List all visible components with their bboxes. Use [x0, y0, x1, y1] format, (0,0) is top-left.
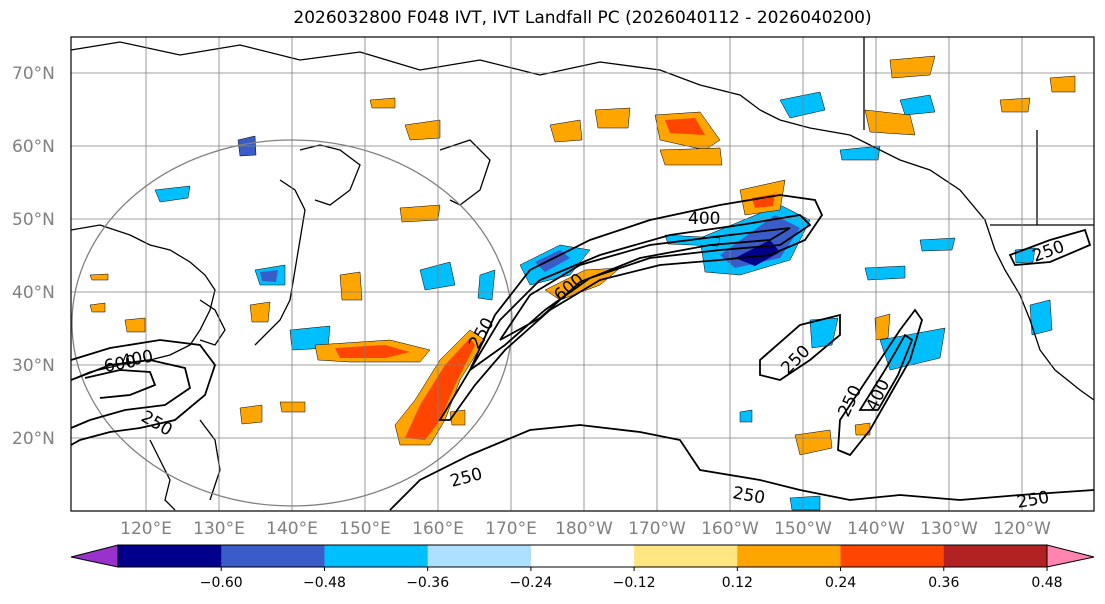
colorbar-tick-label: −0.60	[200, 575, 243, 591]
ivt-contours	[70, 194, 1095, 511]
lat-label: 40°N	[12, 283, 55, 303]
latitude-labels: 70°N 60°N 50°N 40°N 30°N 20°N	[12, 64, 55, 449]
lat-label: 20°N	[12, 429, 55, 449]
colorbar-tick-label: 0.24	[825, 575, 856, 591]
lon-label: 120°W	[993, 519, 1051, 539]
colorbar-extend-left	[70, 544, 119, 568]
lat-label: 50°N	[12, 210, 55, 230]
colorbar-frame	[117, 544, 1048, 568]
lat-label: 70°N	[12, 64, 55, 84]
lon-label: 170°E	[485, 519, 537, 539]
colorbar-tick-label: −0.24	[509, 575, 552, 591]
colorbar-box	[118, 545, 222, 567]
colorbar: −0.60 −0.48 −0.36 −0.24 −0.12 0.12 0.24 0.36 0.4…	[70, 544, 1095, 591]
colorbar-tick-label: 0.48	[1031, 575, 1062, 591]
colorbar-tick-label: −0.12	[613, 575, 656, 591]
colorbar-box	[221, 545, 325, 567]
lon-label: 150°W	[774, 519, 832, 539]
contour-label: 400	[688, 209, 720, 229]
lon-label: 120°E	[120, 519, 172, 539]
longitude-labels: 120°E 130°E 140°E 150°E 160°E 170°E 180°…	[120, 519, 1051, 539]
map-frame	[70, 36, 1095, 512]
colorbar-extend-right	[1046, 544, 1095, 568]
colorbar-box	[737, 545, 842, 567]
lon-label: 170°W	[628, 519, 686, 539]
colorbar-box	[634, 545, 738, 567]
lat-label: 30°N	[12, 356, 55, 376]
colorbar-box	[943, 545, 1048, 567]
lon-label: 150°E	[339, 519, 391, 539]
lon-label: 140°E	[266, 519, 318, 539]
lon-label: 140°W	[847, 519, 905, 539]
colorbar-tick-label: −0.48	[303, 575, 346, 591]
lon-label: 180°W	[555, 519, 613, 539]
lat-label: 60°N	[12, 137, 55, 157]
lon-label: 130°W	[920, 519, 978, 539]
graticule	[71, 37, 1094, 511]
colorbar-box	[840, 545, 945, 567]
colorbar-tick-label: 0.36	[928, 575, 959, 591]
lon-label: 160°E	[412, 519, 464, 539]
colorbar-box	[530, 545, 635, 567]
colorbar-box	[324, 545, 429, 567]
lon-label: 130°E	[193, 519, 245, 539]
map-title: 2026032800 F048 IVT, IVT Landfall PC (20…	[293, 8, 872, 28]
colorbar-tick-label: 0.12	[722, 575, 753, 591]
colorbar-box	[427, 545, 532, 567]
colorbar-tick-label: −0.36	[406, 575, 449, 591]
lon-label: 160°W	[701, 519, 759, 539]
